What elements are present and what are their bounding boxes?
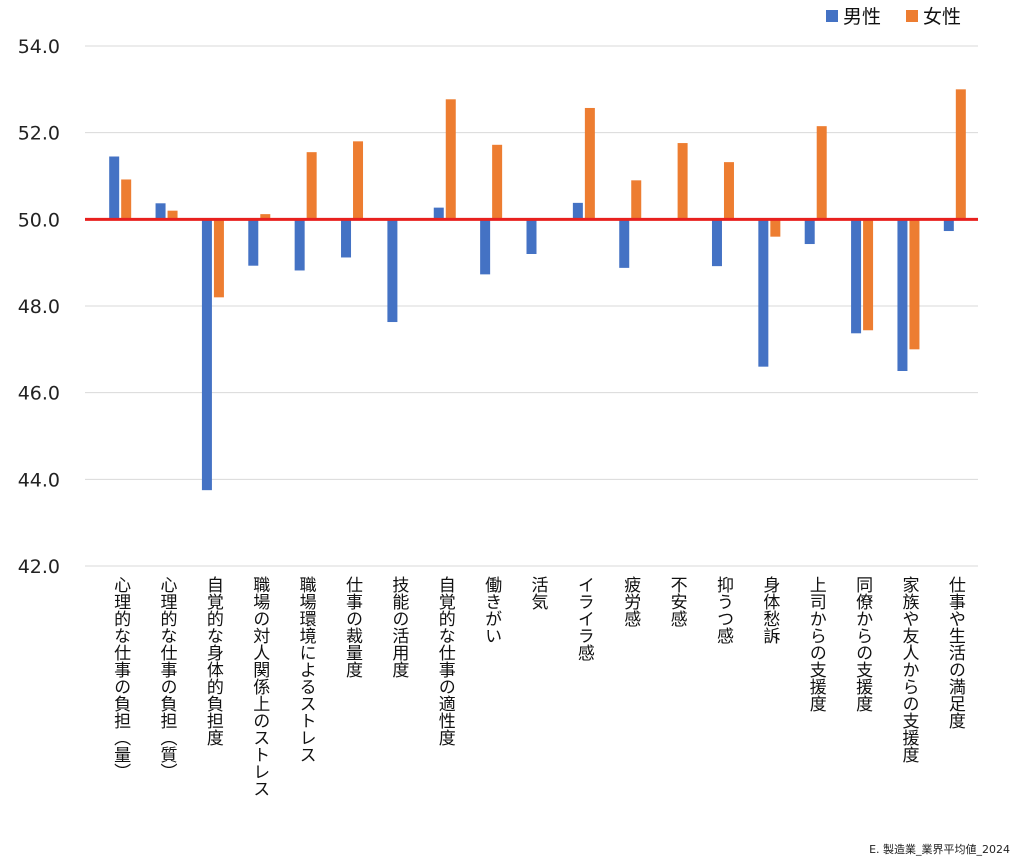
bar-male [248,219,259,266]
bar-female [955,89,966,220]
bar-male [851,219,862,334]
bar-female [863,219,874,331]
bar-female [909,219,920,350]
legend-swatch-female [906,10,918,22]
category-label: 技能の活用度 [388,576,409,678]
y-tick-label: 50.0 [18,209,60,231]
category-label: 心理的な仕事の負担（質） [157,576,178,780]
y-tick-label: 54.0 [18,36,60,58]
bar-male [943,219,954,232]
category-label: 活気 [528,576,549,611]
bar-male [711,219,722,267]
bar-female [306,152,317,220]
bar-male [294,219,305,271]
category-label: 働きがい [481,576,502,644]
bar-female [213,219,224,298]
bar-male [619,219,630,268]
bar-female [584,107,595,220]
category-label: 身体愁訴 [759,576,780,644]
category-labels: 心理的な仕事の負担（量） 心理的な仕事の負担（質） 自覚的な身体的負担度 職場の対人関… [110,576,965,797]
y-tick-label: 48.0 [18,296,60,318]
bar-male [201,219,212,491]
legend-swatch-male [826,10,838,22]
bar-male [433,207,444,220]
bar-male [155,203,166,220]
legend-label-male: 男性 [843,6,881,28]
category-label: 上司からの支援度 [806,576,827,712]
category-label: 仕事の裁量度 [342,576,363,678]
category-label: 自覚的な仕事の適性度 [435,576,456,746]
y-tick-label: 44.0 [18,469,60,491]
bar-female [492,144,503,220]
bar-male [526,219,537,254]
y-tick-label: 42.0 [18,556,60,578]
bar-female [260,214,271,220]
bar-female [677,143,688,220]
category-label: 仕事や生活の満足度 [945,576,966,729]
legend-label-female: 女性 [923,6,961,28]
bar-male [804,219,815,245]
bar-female [353,141,364,220]
y-tick-label: 52.0 [18,123,60,145]
bar-female [167,210,178,220]
bar-female [816,126,827,220]
bar-male [109,156,120,220]
y-axis-ticks: 42.0 44.0 46.0 48.0 50.0 52.0 54.0 [18,36,60,578]
bar-female [121,179,132,220]
category-label: 自覚的な身体的負担度 [203,576,224,746]
category-label: 同僚からの支援度 [852,576,873,712]
bars [109,89,966,491]
bar-female [723,162,734,220]
category-label: 疲労感 [620,576,641,627]
bar-male [572,202,583,220]
category-label: 職場の対人関係上のストレス [249,576,270,797]
category-label: イライラ感 [574,576,595,661]
y-tick-label: 46.0 [18,383,60,405]
bar-female [631,180,642,220]
bar-male [897,219,908,371]
bar-male [341,219,352,258]
category-label: 職場環境によるストレス [296,576,317,763]
category-label: 抑うつ感 [713,576,734,644]
category-label: 家族や友人からの支援度 [898,576,919,763]
bar-male [387,219,398,323]
bar-male [758,219,769,367]
bar-female [770,219,781,237]
bar-male [480,219,491,275]
legend: 男性 女性 [826,6,961,28]
footnote: E. 製造業_業界平均値_2024 [869,843,1010,856]
bar-female [445,99,456,220]
category-label: 心理的な仕事の負担（量） [110,576,130,780]
category-label: 不安感 [667,576,688,627]
gridlines [85,45,978,567]
